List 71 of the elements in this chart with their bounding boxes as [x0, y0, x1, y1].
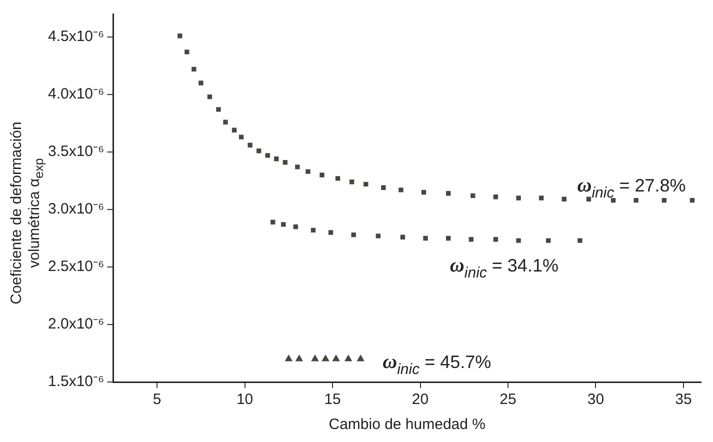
point [282, 160, 288, 165]
x-tick-label: 15 [324, 391, 341, 408]
point [281, 222, 286, 227]
point [223, 120, 228, 124]
x-tick-label: 10 [236, 391, 254, 408]
x-axis-title: Cambio de humedad % [328, 416, 486, 434]
point [311, 355, 319, 362]
point [350, 180, 354, 184]
point [192, 66, 196, 72]
y-tick-label: 2.5x10⁻⁶ [48, 258, 104, 276]
point [328, 230, 334, 235]
y-tick-label: 1.5x10⁻⁶ [48, 373, 104, 390]
point [274, 156, 279, 162]
x-tick-label: 35 [675, 391, 692, 408]
point [376, 234, 380, 238]
x-tick-label: 30 [587, 391, 604, 408]
point [470, 193, 476, 198]
point [562, 196, 566, 202]
point [634, 198, 638, 203]
point [178, 34, 182, 38]
point [586, 196, 592, 202]
point [256, 148, 262, 154]
point [468, 237, 474, 242]
point [248, 142, 252, 148]
point [285, 355, 292, 362]
point [296, 355, 303, 362]
point [690, 198, 695, 203]
point [198, 80, 204, 86]
point [306, 169, 310, 174]
point [446, 191, 451, 196]
x-tick-label: 5 [152, 391, 162, 408]
point [265, 153, 270, 158]
point [423, 236, 428, 241]
point [546, 238, 551, 243]
y-tick-label: 4.5x10⁻⁶ [48, 28, 104, 46]
point [320, 172, 324, 178]
point [184, 50, 190, 54]
x-tick-label: 20 [412, 391, 429, 408]
point [400, 234, 406, 240]
point [364, 182, 368, 187]
point [538, 196, 544, 200]
point [322, 355, 330, 362]
y-tick-label: 3.0x10⁻⁶ [48, 200, 104, 218]
point [232, 128, 237, 132]
point [610, 198, 616, 203]
point [516, 238, 521, 243]
point [516, 196, 521, 200]
y-tick-label: 3.5x10⁻⁶ [48, 143, 104, 160]
point [357, 355, 364, 362]
point [351, 232, 356, 238]
point [335, 176, 340, 181]
point [332, 355, 340, 362]
point [344, 355, 352, 362]
point [578, 238, 582, 243]
point [216, 107, 221, 112]
point [662, 198, 666, 203]
x-tick-label: 25 [500, 391, 516, 408]
y-tick-label: 2.0x10⁻⁶ [48, 316, 104, 333]
point [270, 220, 276, 224]
point [207, 94, 212, 100]
point [381, 185, 386, 190]
point [446, 236, 451, 241]
point [295, 164, 300, 170]
point [493, 237, 498, 242]
point [493, 194, 498, 200]
point [421, 190, 426, 195]
point [293, 224, 298, 230]
point [238, 134, 244, 140]
point [310, 228, 316, 233]
y-tick-label: 4.0x10⁻⁶ [48, 86, 104, 103]
point [398, 188, 404, 192]
